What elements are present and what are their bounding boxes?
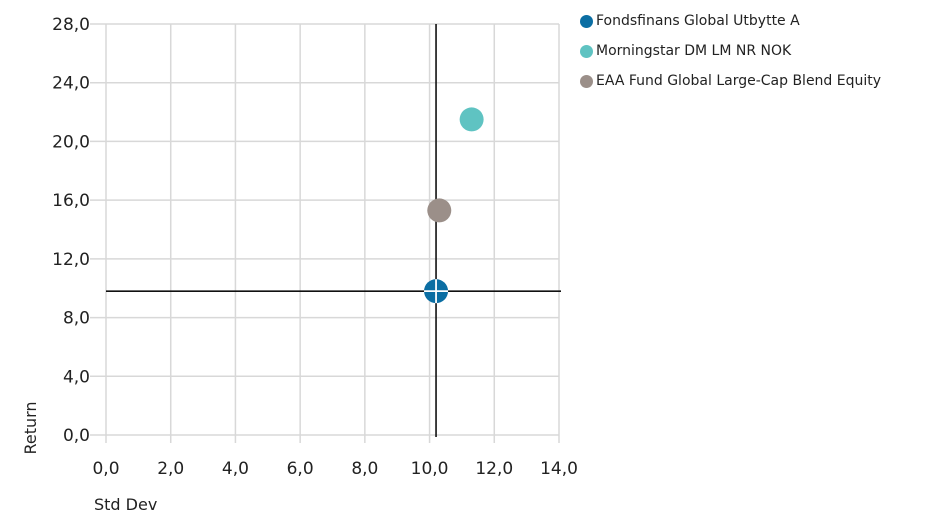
grid (90, 23, 560, 443)
x-tick-label: 4,0 (222, 459, 249, 479)
legend: Fondsfinans Global Utbytte A Morningstar… (580, 6, 881, 96)
x-tick-label: 12,0 (475, 459, 513, 479)
legend-label: Fondsfinans Global Utbytte A (596, 13, 800, 29)
data-point (459, 107, 484, 132)
crosshair (106, 24, 561, 437)
legend-item: EAA Fund Global Large-Cap Blend Equity (580, 66, 881, 96)
y-tick-label: 28,0 (52, 15, 90, 35)
legend-marker-fondsfinans (580, 14, 593, 28)
x-tick-label: 0,0 (92, 459, 119, 479)
x-tick-label: 8,0 (351, 459, 378, 479)
legend-label: Morningstar DM LM NR NOK (596, 43, 792, 59)
x-axis-title: Std Dev (94, 495, 157, 514)
y-tick-label: 20,0 (52, 132, 90, 152)
tick-labels: 0,0 2,0 4,0 6,0 8,0 10,0 12,0 14,0 0,0 4,0 8,0 12,0… (52, 15, 578, 479)
y-tick-label: 8,0 (63, 309, 90, 329)
x-tick-label: 14,0 (540, 459, 578, 479)
legend-marker-eaa-fund (580, 74, 593, 88)
y-axis-title: Return (21, 401, 40, 454)
y-tick-label: 0,0 (63, 426, 90, 446)
legend-label: EAA Fund Global Large-Cap Blend Equity (596, 73, 882, 89)
legend-item: Morningstar DM LM NR NOK (580, 36, 881, 66)
data-point (427, 198, 452, 223)
y-tick-label: 4,0 (63, 367, 90, 387)
x-tick-label: 2,0 (157, 459, 184, 479)
y-tick-label: 16,0 (52, 191, 90, 211)
x-tick-label: 6,0 (287, 459, 314, 479)
data-points (424, 107, 484, 304)
y-tick-label: 24,0 (52, 74, 90, 94)
legend-marker-morningstar (580, 44, 593, 58)
y-tick-label: 12,0 (52, 250, 90, 270)
x-tick-label: 10,0 (411, 459, 449, 479)
legend-item: Fondsfinans Global Utbytte A (580, 6, 881, 36)
